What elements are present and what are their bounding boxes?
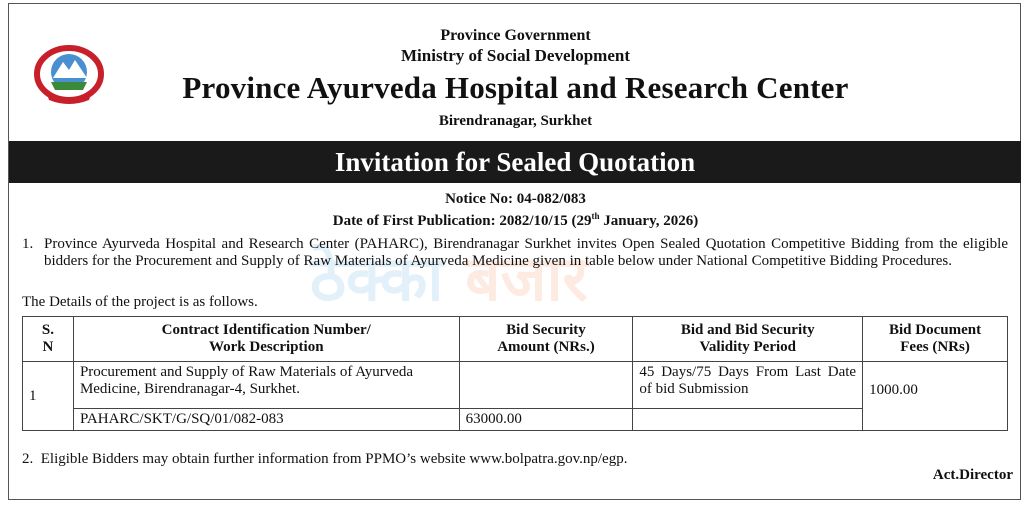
organization-title: Province Ayurveda Hospital and Research … — [182, 70, 849, 105]
cell-fees: 1000.00 — [862, 361, 1008, 431]
project-table: S. N Contract Identification Number/ Wor… — [22, 316, 1008, 431]
notice-frame — [8, 3, 1021, 500]
ministry-line: Ministry of Social Development — [401, 46, 630, 65]
cell-description: Procurement and Supply of Raw Materials … — [72, 361, 460, 409]
government-line: Province Government — [440, 27, 591, 44]
header-validity: Bid and Bid Security Validity Period — [632, 316, 864, 362]
table-header-row: S. N Contract Identification Number/ Wor… — [22, 316, 1008, 362]
cell-bid-security: 63000.00 — [458, 408, 634, 431]
banner-title: Invitation for Sealed Quotation — [9, 141, 1021, 183]
notice-number: Notice No: 04-082/083 — [445, 191, 586, 207]
cell-empty — [632, 408, 864, 431]
nepal-emblem-logo — [33, 44, 105, 111]
paragraph-1: 1. Province Ayurveda Hospital and Resear… — [22, 236, 1008, 269]
location: Birendranagar, Surkhet — [438, 113, 593, 129]
table-row: 1 Procurement and Supply of Raw Material… — [22, 361, 1008, 431]
cell-contract-id: PAHARC/SKT/G/SQ/01/082-083 — [72, 408, 460, 431]
details-intro: The Details of the project is as follows… — [22, 294, 258, 310]
table-row: PAHARC/SKT/G/SQ/01/082-083 63000.00 — [23, 408, 1008, 431]
header-contract: Contract Identification Number/ Work Des… — [72, 316, 460, 362]
cell-validity: 45 Days/75 Days From Last Date of bid Su… — [632, 361, 864, 409]
watermark: ठेक्का बजार — [310, 242, 588, 315]
header-bid-security: Bid Security Amount (NRs.) — [458, 316, 634, 362]
header-sn: S. N — [22, 316, 74, 362]
header-fees: Bid Document Fees (NRs) — [862, 316, 1008, 362]
publication-date: Date of First Publication: 2082/10/15 (2… — [332, 211, 699, 229]
paragraph-2: 2. Eligible Bidders may obtain further i… — [22, 451, 628, 467]
cell-empty — [458, 361, 634, 409]
signatory: Act.Director — [932, 467, 1013, 483]
cell-sn: 1 — [22, 361, 74, 431]
